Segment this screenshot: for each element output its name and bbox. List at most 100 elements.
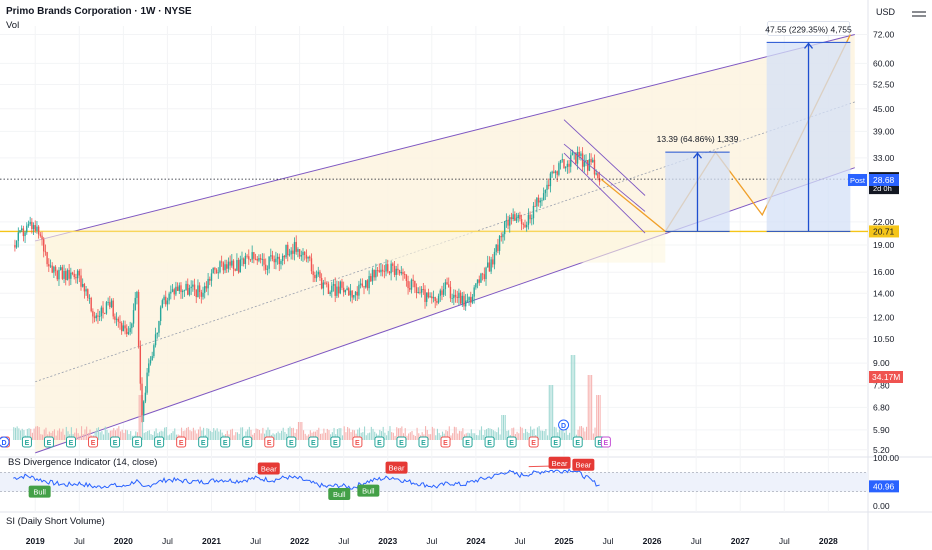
volume-bar [167,435,169,440]
volume-bar [236,432,239,440]
volume-bar [182,431,184,440]
volume-bar [125,429,127,440]
candle-body [171,289,174,292]
volume-bar [65,426,67,440]
volume-bar [399,427,401,440]
volume-bar [541,430,544,440]
candle-body [437,295,440,303]
volume-bar [491,429,493,440]
volume-bar [326,428,328,440]
candle-body [280,260,282,265]
candle-body [356,291,358,296]
volume-bar [387,430,389,440]
candle-body [385,264,387,272]
volume-bar [30,428,32,440]
volume-bar [226,430,228,440]
volume-bar [114,430,116,440]
volume-bar [192,427,194,440]
candle-body [531,218,533,220]
candle-body [442,289,445,295]
candle-body [359,283,362,285]
volume-bar [123,432,125,440]
candle-body [300,255,303,257]
volume-bar [121,429,123,440]
volume-bar [430,434,432,440]
earnings-marker [21,436,32,448]
candle-body [332,284,335,286]
volume-bar [138,395,140,440]
volume-bar [553,426,555,440]
currency-label[interactable]: USD [876,7,896,17]
candle-body [529,214,531,220]
candle-body [119,321,121,324]
volume-bar [260,433,262,440]
candle-body [351,290,353,298]
wedge-line [563,143,646,212]
volume-bar [306,435,308,440]
volume-bar [38,427,40,440]
candle-body [31,221,33,230]
candle-body [376,270,379,271]
candle-body [319,271,321,278]
volume-bar [301,422,303,440]
time-axis-tick: 2027 [731,536,750,546]
candle-body [553,171,555,173]
volume-bar [386,435,388,440]
price-axis-tick: 16.00 [873,267,895,277]
candle-body [402,271,404,275]
volume-bar [441,431,444,440]
candle-body [200,291,203,297]
volume-bar [580,426,583,440]
channel-upper-line [35,34,855,242]
candle-body [517,214,519,219]
candle-body [371,269,374,282]
volume-bar [186,427,188,440]
earnings-marker-label: E [69,440,74,447]
time-axis-tick: Jul [162,536,173,546]
candle-body [453,294,455,299]
candle-body [107,302,109,303]
volume-bar [597,395,599,440]
candle-body [544,189,547,194]
volume-bar [589,375,591,440]
price-axis-tick: 60.00 [873,58,895,68]
volume-bar [187,426,189,440]
candle-body [159,307,162,322]
volume-bar [155,428,157,440]
volume-bar [280,430,283,440]
candle-body [285,244,287,258]
time-axis-tick: Jul [74,536,85,546]
price-axis-tick: 14.00 [873,288,895,298]
candle-body [249,259,252,261]
candle-body [120,323,123,332]
candle-body [576,151,579,164]
volume-bar [148,430,150,440]
candle-body [39,234,42,236]
candle-body [558,163,560,175]
volume-bar [158,431,161,440]
bar-countdown: 2d 0h [873,184,892,193]
candle-body [193,284,196,290]
volume-bar [316,430,318,440]
measure-label-bg [767,21,850,36]
rsi-axis-tick: 0.00 [873,501,890,511]
volume-bar [26,428,28,440]
volume-bar [111,430,113,440]
candle-body [320,277,323,289]
volume-bar [36,426,39,440]
candle-body [310,258,313,272]
candle-body [122,325,125,332]
volume-bar [21,428,23,440]
volume-bar [119,431,122,440]
candle-body [81,283,84,287]
volume-bar [331,432,333,440]
candle-body [534,205,536,207]
candle-body [136,291,138,298]
candle-body [287,244,289,256]
candle-body [217,272,219,274]
volume-bar [357,429,359,440]
volume-bar [255,428,257,440]
candle-body [51,265,53,273]
bull-signal-badge [328,488,351,500]
